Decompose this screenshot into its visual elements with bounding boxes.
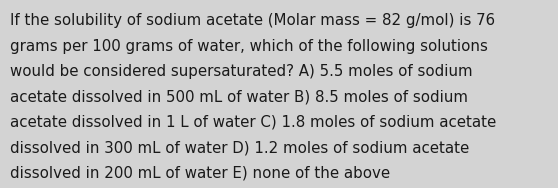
Text: acetate dissolved in 1 L of water C) 1.8 moles of sodium acetate: acetate dissolved in 1 L of water C) 1.8…	[10, 115, 496, 130]
Text: dissolved in 200 mL of water E) none of the above: dissolved in 200 mL of water E) none of …	[10, 165, 390, 180]
Text: If the solubility of sodium acetate (Molar mass = 82 g/mol) is 76: If the solubility of sodium acetate (Mol…	[10, 13, 495, 28]
Text: dissolved in 300 mL of water D) 1.2 moles of sodium acetate: dissolved in 300 mL of water D) 1.2 mole…	[10, 140, 469, 155]
Text: grams per 100 grams of water, which of the following solutions: grams per 100 grams of water, which of t…	[10, 39, 488, 54]
Text: acetate dissolved in 500 mL of water B) 8.5 moles of sodium: acetate dissolved in 500 mL of water B) …	[10, 89, 468, 104]
Text: would be considered supersaturated? A) 5.5 moles of sodium: would be considered supersaturated? A) 5…	[10, 64, 473, 79]
